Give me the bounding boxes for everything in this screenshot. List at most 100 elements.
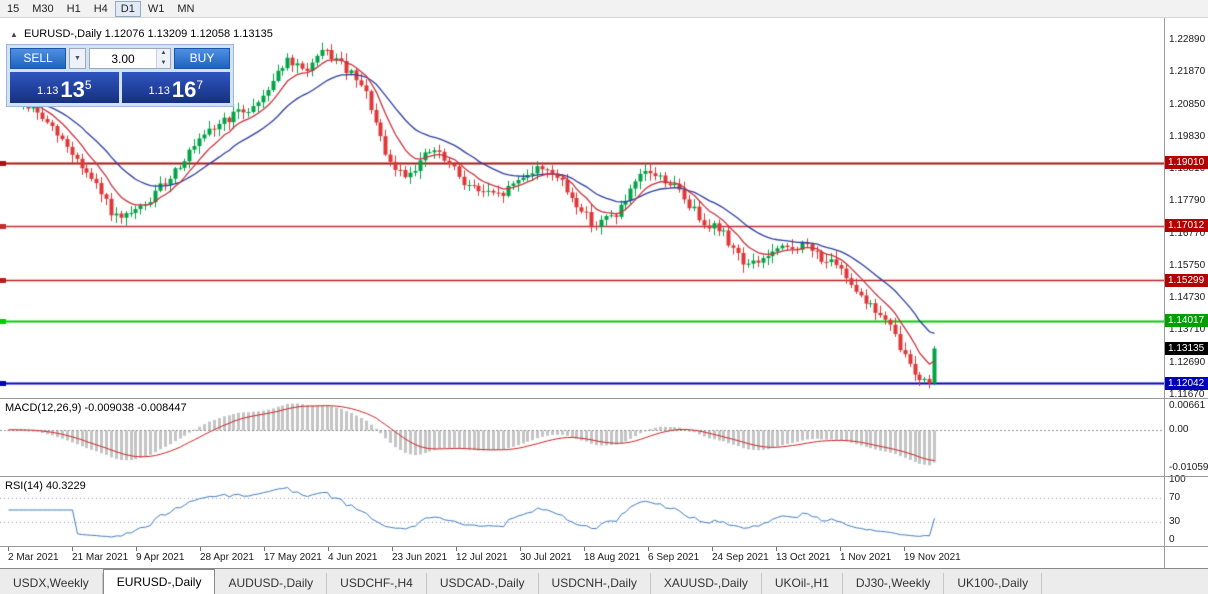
sell-price-pips: 13 [60, 77, 85, 102]
chart-tab-audusd-daily[interactable]: AUDUSD-,Daily [215, 573, 328, 594]
timeframe-toolbar: 15 M30 H1 H4 D1 W1 MN [0, 0, 1208, 18]
time-axis-tick [520, 547, 521, 551]
price-level-badge: 1.15299 [1165, 273, 1208, 287]
time-axis-tick [200, 547, 201, 551]
price-level-badge: 1.17012 [1165, 219, 1208, 233]
rsi-axis-label: 70 [1169, 492, 1181, 503]
time-axis-separator [0, 546, 1208, 547]
chart-title-symbol: EURUSD-,Daily [23, 28, 102, 40]
price-axis-label: 1.12690 [1169, 356, 1206, 368]
time-axis-tick [840, 547, 841, 551]
chart-tab-eurusd-daily[interactable]: EURUSD-,Daily [102, 569, 216, 594]
rsi-axis-label: 100 [1169, 474, 1186, 485]
price-axis-label: 1.16770 [1169, 227, 1206, 239]
price-level-badge: 1.14017 [1165, 314, 1208, 328]
time-axis-label: 28 Apr 2021 [200, 552, 254, 563]
volume-field: ▲ ▼ [89, 48, 171, 69]
volume-input[interactable] [90, 49, 156, 68]
volume-spin-up-icon[interactable]: ▲ [157, 49, 170, 59]
time-axis-label: 23 Jun 2021 [392, 552, 448, 563]
chart-tab-ukoil-h1[interactable]: UKOil-,H1 [762, 573, 843, 594]
one-click-trade-panel: SELL ▼ ▲ ▼ BUY 1.13 13 5 [6, 44, 234, 107]
chart-title: ▲ EURUSD-,Daily 1.12076 1.13209 1.12058 … [10, 28, 273, 40]
price-axis-label: 1.13710 [1169, 324, 1206, 336]
time-axis-tick [8, 547, 9, 551]
macd-axis-label: 0.00661 [1169, 400, 1206, 411]
chart-tab-usdcnh-daily[interactable]: USDCNH-,Daily [539, 573, 651, 594]
time-axis-label: 6 Sep 2021 [648, 552, 700, 563]
timeframe-button-m30[interactable]: M30 [32, 2, 54, 15]
chart-tab-uk100-daily[interactable]: UK100-,Daily [944, 573, 1043, 594]
time-axis-label: 21 Mar 2021 [72, 552, 129, 563]
timeframe-button-d1[interactable]: D1 [114, 0, 141, 17]
time-axis-label: 2 Mar 2021 [8, 552, 59, 563]
time-axis-tick [712, 547, 713, 551]
timeframe-button-h1[interactable]: H1 [66, 2, 81, 15]
timeframe-button-w1[interactable]: W1 [147, 2, 165, 15]
sell-price-point: 5 [84, 78, 92, 92]
time-axis-tick [648, 547, 649, 551]
chart-tab-xauusd-daily[interactable]: XAUUSD-,Daily [651, 573, 762, 594]
rsi-indicator-label: RSI(14) 40.3229 [5, 480, 86, 492]
time-axis-label: 17 May 2021 [264, 552, 322, 563]
timeframe-button-h4[interactable]: H4 [93, 2, 108, 15]
time-axis-label: 13 Oct 2021 [776, 552, 831, 563]
time-axis-label: 9 Apr 2021 [136, 552, 185, 563]
price-axis-label: 1.11670 [1169, 388, 1205, 400]
price-axis-label: 1.19830 [1169, 130, 1206, 142]
chart-tab-usdchf-h4[interactable]: USDCHF-,H4 [327, 573, 427, 594]
time-axis-label: 12 Jul 2021 [456, 552, 508, 563]
price-axis-label: 1.15750 [1169, 259, 1206, 271]
price-axis-label: 1.14730 [1169, 292, 1206, 304]
time-axis-tick [904, 547, 905, 551]
time-axis-label: 30 Jul 2021 [520, 552, 572, 563]
timeframe-button-mn[interactable]: MN [177, 2, 195, 15]
chart-tab-usdcad-daily[interactable]: USDCAD-,Daily [427, 573, 539, 594]
panel-separator[interactable] [0, 398, 1208, 399]
sell-price-button[interactable]: 1.13 13 5 [10, 72, 119, 103]
macd-canvas[interactable] [0, 398, 1164, 476]
time-axis-label: 19 Nov 2021 [904, 552, 961, 563]
rsi-axis-label: 0 [1169, 534, 1175, 545]
time-axis-label: 24 Sep 2021 [712, 552, 769, 563]
time-axis[interactable]: 2 Mar 2021 21 Mar 2021 9 Apr 2021 28 Apr 20… [0, 546, 1164, 568]
time-axis-tick [392, 547, 393, 551]
chart-tab-usdx-weekly[interactable]: USDX,Weekly [0, 573, 103, 594]
macd-indicator-label: MACD(12,26,9) -0.009038 -0.008447 [5, 402, 187, 414]
buy-price-point: 7 [196, 78, 204, 92]
time-axis-tick [776, 547, 777, 551]
time-axis-tick [264, 547, 265, 551]
buy-price-button[interactable]: 1.13 16 7 [121, 72, 230, 103]
time-axis-label: 1 Nov 2021 [840, 552, 892, 563]
price-level-badge: 1.19010 [1165, 156, 1208, 170]
collapse-triangle-icon: ▲ [10, 30, 18, 39]
macd-axis-label: -0.01059 [1169, 462, 1208, 473]
rsi-canvas[interactable] [0, 476, 1164, 546]
macd-axis-label: 0.00 [1169, 423, 1189, 435]
buy-price-pips: 16 [171, 77, 197, 102]
buy-button[interactable]: BUY [174, 48, 230, 69]
volume-spin-down-icon[interactable]: ▼ [157, 58, 170, 68]
chart-title-ohlc: 1.12076 1.13209 1.12058 1.13135 [104, 28, 273, 40]
price-axis[interactable]: 1.228901.218701.208501.198301.188101.177… [1164, 18, 1208, 568]
sell-button[interactable]: SELL [10, 48, 66, 69]
price-axis-label: 1.21870 [1169, 66, 1206, 78]
volume-spinner: ▲ ▼ [156, 49, 170, 68]
dropdown-arrow-icon: ▼ [74, 55, 81, 62]
time-axis-tick [328, 547, 329, 551]
price-axis-label: 1.20850 [1169, 98, 1206, 110]
panel-separator[interactable] [0, 476, 1208, 477]
rsi-axis-label: 30 [1169, 516, 1181, 527]
time-axis-tick [136, 547, 137, 551]
price-level-badge: 1.12042 [1165, 376, 1208, 390]
chart-tab-dj30-weekly[interactable]: DJ30-,Weekly [843, 573, 945, 594]
volume-dropdown-button[interactable]: ▼ [69, 48, 86, 69]
time-axis-tick [72, 547, 73, 551]
timeframe-button-15[interactable]: 15 [7, 2, 20, 15]
time-axis-tick [584, 547, 585, 551]
price-axis-label: 1.22890 [1169, 34, 1206, 46]
time-axis-label: 18 Aug 2021 [584, 552, 641, 563]
price-axis-label: 1.17790 [1169, 195, 1206, 207]
chart-tab-bar: USDX,Weekly EURUSD-,Daily AUDUSD-,Daily USD… [0, 568, 1208, 594]
